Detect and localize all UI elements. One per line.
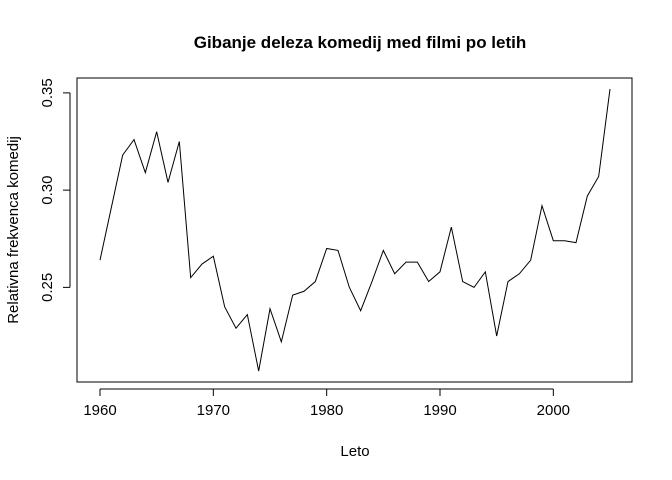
x-tick-label: 1960 — [83, 402, 116, 419]
y-tick-label: 0.30 — [39, 176, 56, 205]
x-tick-label: 2000 — [537, 402, 570, 419]
y-tick-label: 0.35 — [39, 78, 56, 107]
y-axis-label: Relativna frekvenca komedij — [5, 136, 22, 324]
chart-title: Gibanje deleza komedij med filmi po leti… — [194, 33, 527, 52]
x-axis: 1960 1970 1980 1990 2000 — [83, 388, 570, 419]
x-axis-label: Leto — [340, 443, 369, 460]
y-axis: 0.25 0.30 0.35 — [39, 78, 71, 302]
plot-box — [76, 77, 633, 383]
y-tick-label: 0.25 — [39, 273, 56, 302]
x-tick-label: 1990 — [423, 402, 456, 419]
x-tick-label: 1980 — [310, 402, 343, 419]
x-tick-label: 1970 — [197, 402, 230, 419]
series-line — [99, 88, 611, 372]
